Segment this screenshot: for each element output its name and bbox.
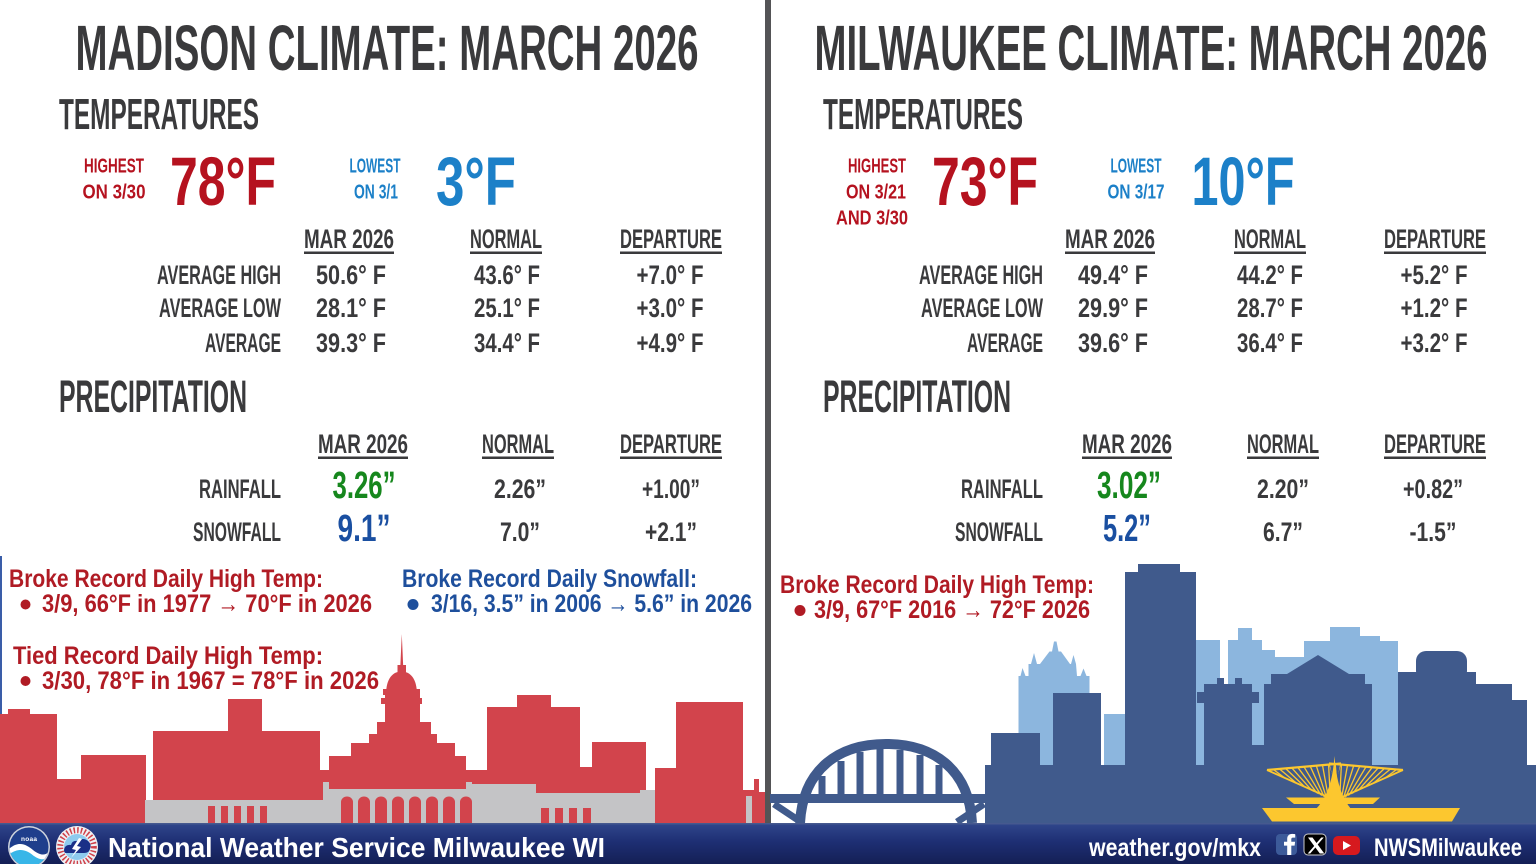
svg-text:MILWAUKEE CLIMATE: MARCH 2026: MILWAUKEE CLIMATE: MARCH 2026: [815, 12, 1488, 84]
svg-text:RAINFALL: RAINFALL: [961, 474, 1043, 504]
svg-text:29.9° F: 29.9° F: [1078, 293, 1148, 323]
svg-text:noaa: noaa: [21, 836, 37, 843]
svg-text:AND 3/30: AND 3/30: [836, 208, 908, 230]
svg-text:+0.82”: +0.82”: [1403, 474, 1463, 504]
svg-text:NORMAL: NORMAL: [470, 224, 542, 254]
svg-text:2.26”: 2.26”: [494, 474, 546, 504]
svg-text:44.2° F: 44.2° F: [1237, 260, 1303, 290]
svg-text:Broke Record Daily High Temp:: Broke Record Daily High Temp:: [780, 571, 1094, 599]
svg-text:+3.0° F: +3.0° F: [637, 293, 704, 323]
svg-text:ON 3/1: ON 3/1: [354, 182, 398, 204]
svg-text:36.4° F: 36.4° F: [1237, 328, 1303, 358]
svg-text:HIGHEST: HIGHEST: [84, 156, 144, 178]
svg-text:DEPARTURE: DEPARTURE: [620, 429, 722, 459]
svg-text:NORMAL: NORMAL: [482, 429, 554, 459]
svg-text:3°F: 3°F: [436, 143, 516, 220]
svg-text:28.1° F: 28.1° F: [316, 293, 386, 323]
svg-text:TEMPERATURES: TEMPERATURES: [59, 90, 259, 139]
svg-text:AVERAGE HIGH: AVERAGE HIGH: [157, 260, 281, 290]
svg-text:+2.1”: +2.1”: [645, 517, 697, 547]
svg-text:3/30, 78°F in 1967 = 78°F in 2: 3/30, 78°F in 1967 = 78°F in 2026: [42, 667, 379, 695]
svg-text:PRECIPITATION: PRECIPITATION: [59, 371, 247, 422]
svg-text:6.7”: 6.7”: [1263, 517, 1303, 547]
svg-text:MADISON CLIMATE: MARCH 2026: MADISON CLIMATE: MARCH 2026: [76, 12, 699, 84]
svg-text:National Weather Service Milwa: National Weather Service Milwaukee WI: [108, 832, 605, 863]
svg-text:9.1”: 9.1”: [338, 508, 391, 550]
svg-text:ON 3/21: ON 3/21: [846, 182, 906, 204]
svg-text:LOWEST: LOWEST: [1111, 156, 1162, 178]
svg-text:39.3° F: 39.3° F: [316, 328, 386, 358]
svg-text:SNOWFALL: SNOWFALL: [955, 517, 1043, 547]
svg-text:5.2”: 5.2”: [1103, 508, 1151, 550]
svg-text:34.4° F: 34.4° F: [474, 328, 540, 358]
svg-text:2.20”: 2.20”: [1257, 474, 1309, 504]
svg-text:+3.2° F: +3.2° F: [1401, 328, 1468, 358]
svg-text:ON 3/17: ON 3/17: [1108, 182, 1165, 204]
svg-text:+5.2° F: +5.2° F: [1401, 260, 1468, 290]
svg-text:AVERAGE: AVERAGE: [205, 328, 281, 358]
svg-text:DEPARTURE: DEPARTURE: [1384, 429, 1486, 459]
svg-text:SNOWFALL: SNOWFALL: [193, 517, 281, 547]
svg-text:MAR 2026: MAR 2026: [1065, 224, 1155, 254]
svg-text:AVERAGE: AVERAGE: [967, 328, 1043, 358]
svg-text:DEPARTURE: DEPARTURE: [620, 224, 722, 254]
svg-text:ON 3/30: ON 3/30: [83, 182, 146, 204]
svg-text:39.6° F: 39.6° F: [1078, 328, 1148, 358]
svg-text:50.6° F: 50.6° F: [316, 260, 386, 290]
svg-text:DEPARTURE: DEPARTURE: [1384, 224, 1486, 254]
svg-text:43.6° F: 43.6° F: [474, 260, 540, 290]
svg-text:weather.gov/mkx: weather.gov/mkx: [1088, 834, 1261, 862]
svg-text:NORMAL: NORMAL: [1247, 429, 1319, 459]
svg-text:NWSMilwaukee: NWSMilwaukee: [1374, 834, 1522, 862]
svg-text:49.4° F: 49.4° F: [1078, 260, 1148, 290]
svg-text:LOWEST: LOWEST: [350, 156, 401, 178]
svg-text:10°F: 10°F: [1192, 143, 1295, 220]
svg-text:-1.5”: -1.5”: [1410, 517, 1457, 547]
svg-text:+1.00”: +1.00”: [642, 474, 700, 504]
svg-text:+1.2° F: +1.2° F: [1401, 293, 1468, 323]
svg-text:HIGHEST: HIGHEST: [848, 156, 906, 178]
svg-text:RAINFALL: RAINFALL: [199, 474, 281, 504]
svg-text:3.02”: 3.02”: [1097, 465, 1161, 507]
svg-text:MAR 2026: MAR 2026: [1082, 429, 1172, 459]
svg-text:Broke Record Daily Snowfall:: Broke Record Daily Snowfall:: [402, 565, 697, 593]
svg-text:25.1° F: 25.1° F: [474, 293, 540, 323]
svg-text:Broke Record Daily High Temp:: Broke Record Daily High Temp:: [9, 565, 323, 593]
svg-text:+4.9° F: +4.9° F: [637, 328, 704, 358]
svg-text:78°F: 78°F: [170, 143, 276, 220]
svg-text:MAR 2026: MAR 2026: [318, 429, 408, 459]
svg-text:AVERAGE LOW: AVERAGE LOW: [159, 293, 281, 323]
svg-text:AVERAGE HIGH: AVERAGE HIGH: [919, 260, 1043, 290]
svg-text:AVERAGE LOW: AVERAGE LOW: [921, 293, 1043, 323]
svg-text:28.7° F: 28.7° F: [1237, 293, 1303, 323]
svg-text:NORMAL: NORMAL: [1234, 224, 1306, 254]
svg-text:MAR 2026: MAR 2026: [304, 224, 394, 254]
svg-text:73°F: 73°F: [932, 143, 1038, 220]
svg-text:3/9, 67°F 2016 → 72°F 2026: 3/9, 67°F 2016 → 72°F 2026: [814, 596, 1090, 624]
svg-text:3/9, 66°F in 1977 → 70°F in 2: 3/9, 66°F in 1977 → 70°F in 2026: [42, 590, 372, 618]
svg-text:3/16, 3.5” in 2006 → 5.6” in 2: 3/16, 3.5” in 2006 → 5.6” in 2026: [431, 590, 752, 618]
svg-text:PRECIPITATION: PRECIPITATION: [823, 371, 1011, 422]
svg-text:Tied Record Daily High Temp:: Tied Record Daily High Temp:: [13, 642, 323, 670]
svg-text:TEMPERATURES: TEMPERATURES: [823, 90, 1023, 139]
svg-text:3.26”: 3.26”: [333, 465, 396, 507]
svg-text:7.0”: 7.0”: [500, 517, 540, 547]
svg-text:+7.0° F: +7.0° F: [637, 260, 704, 290]
